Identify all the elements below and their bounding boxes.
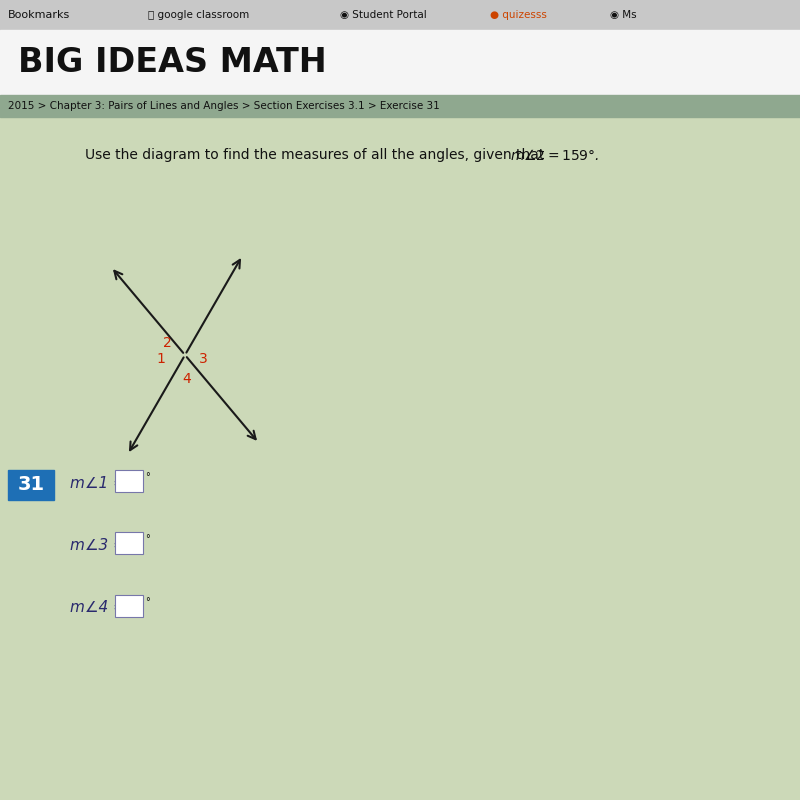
- Text: ⬛ google classroom: ⬛ google classroom: [148, 10, 250, 20]
- Text: °: °: [145, 534, 150, 544]
- Bar: [0, 0, 800, 30]
- Bar: [115, 532, 143, 554]
- Text: ◉ Student Portal: ◉ Student Portal: [340, 10, 426, 20]
- Text: °: °: [145, 472, 150, 482]
- Bar: [8, 470, 54, 500]
- Bar: [0, 30, 800, 95]
- Text: BIG IDEAS MATH: BIG IDEAS MATH: [18, 46, 326, 79]
- Bar: [115, 470, 143, 492]
- Text: 2: 2: [162, 336, 171, 350]
- Bar: [0, 117, 800, 800]
- Text: ◉ Ms: ◉ Ms: [610, 10, 637, 20]
- Text: Use the diagram to find the measures of all the angles, given that: Use the diagram to find the measures of …: [85, 148, 549, 162]
- Text: m∠3 =: m∠3 =: [70, 538, 130, 553]
- Text: 1: 1: [157, 352, 166, 366]
- Text: m∠1 =: m∠1 =: [70, 475, 130, 490]
- Text: 4: 4: [182, 372, 191, 386]
- Text: °: °: [145, 597, 150, 607]
- Text: ● quizesss: ● quizesss: [490, 10, 547, 20]
- Text: m∠4 =: m∠4 =: [70, 601, 130, 615]
- Bar: [0, 95, 800, 117]
- Text: 31: 31: [18, 475, 45, 494]
- Text: 2015 > Chapter 3: Pairs of Lines and Angles > Section Exercises 3.1 > Exercise 3: 2015 > Chapter 3: Pairs of Lines and Ang…: [8, 101, 440, 111]
- Text: 3: 3: [198, 352, 207, 366]
- Text: $m\angle 2 = 159°$.: $m\angle 2 = 159°$.: [510, 147, 599, 162]
- Text: Bookmarks: Bookmarks: [8, 10, 70, 20]
- Bar: [115, 595, 143, 617]
